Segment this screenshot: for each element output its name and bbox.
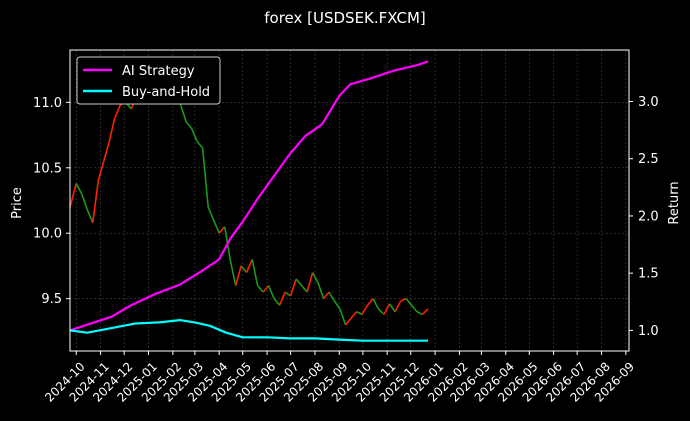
price-segment: [102, 141, 111, 162]
price-segment: [267, 285, 275, 299]
price-segment: [383, 303, 391, 315]
price-segment: [262, 285, 270, 293]
price-segment: [108, 117, 116, 142]
price-segment: [300, 285, 308, 293]
price-segment: [240, 265, 248, 273]
price-segment: [311, 272, 319, 284]
price-segment: [421, 308, 429, 315]
price-segment: [69, 183, 78, 208]
price-segment: [356, 311, 363, 316]
price-segment: [257, 285, 264, 293]
price-segment: [350, 311, 358, 319]
price-segment: [185, 121, 193, 130]
price-segment: [207, 206, 215, 221]
price-segment: [344, 317, 352, 326]
price-segment: [218, 226, 226, 234]
price-segment: [388, 303, 396, 313]
price-segment: [322, 291, 330, 300]
price-segment: [339, 308, 347, 326]
y-axis-label-left: Price: [10, 187, 25, 219]
price-segment: [201, 148, 209, 208]
price-segment: [179, 104, 187, 123]
price-segment: [86, 209, 94, 224]
price-segment: [251, 259, 259, 286]
price-segment: [372, 298, 380, 310]
price-segment: [377, 308, 385, 315]
legend-label-ai-strategy: AI Strategy: [122, 64, 195, 79]
price-segment: [405, 298, 413, 306]
right-tick-label: 1.0: [638, 324, 659, 339]
left-tick-label: 10.0: [33, 227, 62, 242]
left-tick-label: 11.0: [33, 96, 62, 111]
left-tick-label: 9.5: [41, 292, 62, 307]
series-line-buy-and-hold: [69, 319, 428, 342]
price-segment: [190, 128, 198, 142]
price-segment: [212, 219, 220, 234]
legend-box: [76, 56, 221, 105]
price-segment: [416, 311, 423, 316]
plot-frame: [69, 49, 630, 352]
price-segment: [81, 193, 89, 210]
price-segment: [97, 161, 105, 182]
price-segment: [245, 259, 253, 273]
price-segment: [196, 141, 204, 149]
left-tick-label: 10.5: [33, 161, 62, 176]
price-segment: [333, 300, 341, 310]
right-axis: 1.0 1.5 2.0 2.5 3.0: [629, 95, 659, 339]
return-series: [69, 60, 429, 342]
price-segment: [295, 278, 303, 287]
price-segment: [328, 291, 336, 302]
legend-label-buy-and-hold: Buy-and-Hold: [122, 85, 210, 100]
right-tick-label: 2.0: [638, 209, 659, 224]
legend: AI Strategy Buy-and-Hold: [76, 56, 221, 105]
price-segment: [91, 180, 100, 223]
right-tick-label: 2.5: [638, 152, 659, 167]
series-line-ai-strategy: [69, 60, 429, 332]
right-tick-label: 1.5: [638, 267, 659, 282]
left-axis: 9.5 10.0 10.5 11.0: [33, 96, 70, 307]
price-segment: [361, 304, 369, 315]
price-segment: [229, 259, 237, 286]
price-segment: [306, 272, 314, 293]
price-segment: [284, 291, 292, 297]
price-segment: [114, 104, 121, 119]
chart-title: forex [USDSEK.FXCM]: [264, 9, 426, 27]
price-segment: [278, 291, 286, 306]
price-segment: [400, 297, 407, 302]
right-tick-label: 3.0: [638, 95, 659, 110]
price-segment: [273, 298, 281, 306]
price-segment: [75, 183, 83, 195]
price-segment: [366, 298, 374, 306]
price-segment: [410, 304, 418, 313]
price-segment: [394, 300, 402, 313]
price-segment: [289, 278, 297, 297]
price-segment: [234, 265, 242, 286]
y-axis-label-right: Return: [667, 181, 682, 224]
price-segment: [317, 282, 325, 299]
